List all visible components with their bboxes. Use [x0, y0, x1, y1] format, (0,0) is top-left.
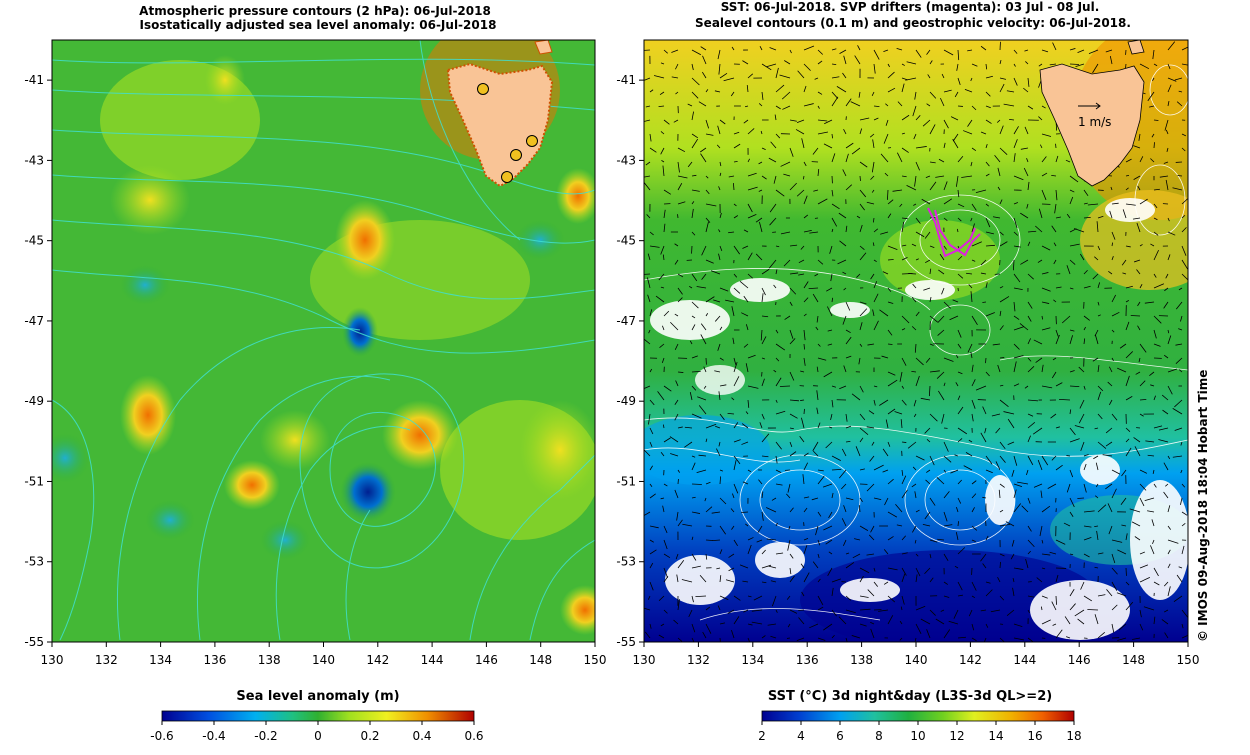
lon-tick-label: 146: [1068, 653, 1091, 667]
colorbar-tick-label: 2: [758, 729, 766, 743]
colorbar-tick-label: 4: [797, 729, 805, 743]
left-lon-ticks: 130 132 134 136 138 140 142 144 146 148 150: [41, 642, 607, 667]
colorbar-tick-label: 16: [1027, 729, 1042, 743]
lon-tick-label: 140: [905, 653, 928, 667]
sla-colorbar-title: Sea level anomaly (m): [236, 689, 399, 704]
station-marker[interactable]: [511, 150, 522, 161]
lon-tick-label: 138: [258, 653, 281, 667]
lon-tick-label: 144: [421, 653, 444, 667]
right-title-line1: SST: 06-Jul-2018. SVP drifters (magenta)…: [721, 0, 1100, 14]
lon-tick-label: 142: [366, 653, 389, 667]
colorbar-tick-label: 10: [910, 729, 925, 743]
lat-tick-label: -47: [616, 314, 636, 328]
colorbar-tick-label: 0.6: [464, 729, 483, 743]
lon-tick-label: 150: [1177, 653, 1200, 667]
lon-tick-label: 150: [584, 653, 607, 667]
lon-tick-label: 138: [850, 653, 873, 667]
lat-tick-label: -49: [24, 394, 44, 408]
lat-tick-label: -43: [616, 153, 636, 167]
velocity-scale-label: 1 m/s: [1078, 115, 1111, 129]
lat-tick-label: -51: [616, 474, 636, 488]
lat-tick-label: -55: [24, 635, 44, 649]
lat-tick-label: -45: [24, 234, 44, 248]
lat-tick-label: -53: [24, 555, 44, 569]
lon-tick-label: 134: [149, 653, 172, 667]
lat-tick-label: -41: [24, 73, 44, 87]
left-title-line1: Atmospheric pressure contours (2 hPa): 0…: [139, 4, 491, 18]
station-marker[interactable]: [478, 84, 489, 95]
lon-tick-label: 144: [1013, 653, 1036, 667]
sea-level-anomaly-field: [40, 20, 610, 642]
station-marker[interactable]: [527, 136, 538, 147]
lat-tick-label: -41: [616, 73, 636, 87]
right-title-line2: Sealevel contours (0.1 m) and geostrophi…: [695, 16, 1131, 30]
sst-colorbar-title: SST (°C) 3d night&day (L3S-3d QL>=2): [768, 689, 1052, 704]
colorbar-tick-label: 8: [875, 729, 883, 743]
colorbar-tick-label: -0.2: [254, 729, 277, 743]
colorbar-tick-label: -0.6: [150, 729, 173, 743]
sst-colorbar: [762, 711, 1074, 721]
lat-tick-label: -45: [616, 234, 636, 248]
lon-tick-label: 134: [741, 653, 764, 667]
colorbar-tick-label: 14: [988, 729, 1003, 743]
lon-tick-label: 142: [959, 653, 982, 667]
colorbar-tick-label: -0.4: [202, 729, 225, 743]
imos-credit: © IMOS 09-Aug-2018 18:04 Hobart Time: [1196, 370, 1210, 642]
colorbar-tick-label: 0: [314, 729, 322, 743]
lon-tick-label: 148: [529, 653, 552, 667]
lat-tick-label: -53: [616, 555, 636, 569]
lat-tick-label: -55: [616, 635, 636, 649]
lon-tick-label: 140: [312, 653, 335, 667]
station-marker[interactable]: [502, 172, 513, 183]
sst-colorbar-ticks: 2 4 6 8 10 12 14 16 18: [758, 721, 1081, 743]
lat-tick-label: -47: [24, 314, 44, 328]
lon-tick-label: 148: [1122, 653, 1145, 667]
lon-tick-label: 130: [41, 653, 64, 667]
colorbar-tick-label: 18: [1066, 729, 1081, 743]
right-lat-ticks: -41 -43 -45 -47 -49 -51 -53 -55: [616, 73, 644, 649]
lon-tick-label: 136: [203, 653, 226, 667]
lon-tick-label: 146: [475, 653, 498, 667]
colorbar-tick-label: 12: [949, 729, 964, 743]
colorbar-tick-label: 0.4: [412, 729, 431, 743]
lat-tick-label: -49: [616, 394, 636, 408]
lon-tick-label: 132: [95, 653, 118, 667]
left-title-line2: Isostatically adjusted sea level anomaly…: [140, 18, 497, 32]
right-lon-ticks: 130 132 134 136 138 140 142 144 146 148 150: [633, 642, 1200, 667]
sla-colorbar-ticks: -0.6 -0.4 -0.2 0 0.2 0.4 0.6: [150, 721, 483, 743]
colorbar-tick-label: 6: [836, 729, 844, 743]
lat-tick-label: -43: [24, 153, 44, 167]
colorbar-tick-label: 0.2: [360, 729, 379, 743]
lon-tick-label: 136: [796, 653, 819, 667]
lat-tick-label: -51: [24, 474, 44, 488]
lon-tick-label: 130: [633, 653, 656, 667]
left-lat-ticks: -41 -43 -45 -47 -49 -51 -53 -55: [24, 73, 52, 649]
sst-field: 1 m/s: [630, 20, 1250, 650]
lon-tick-label: 132: [687, 653, 710, 667]
sla-colorbar: [162, 711, 474, 721]
